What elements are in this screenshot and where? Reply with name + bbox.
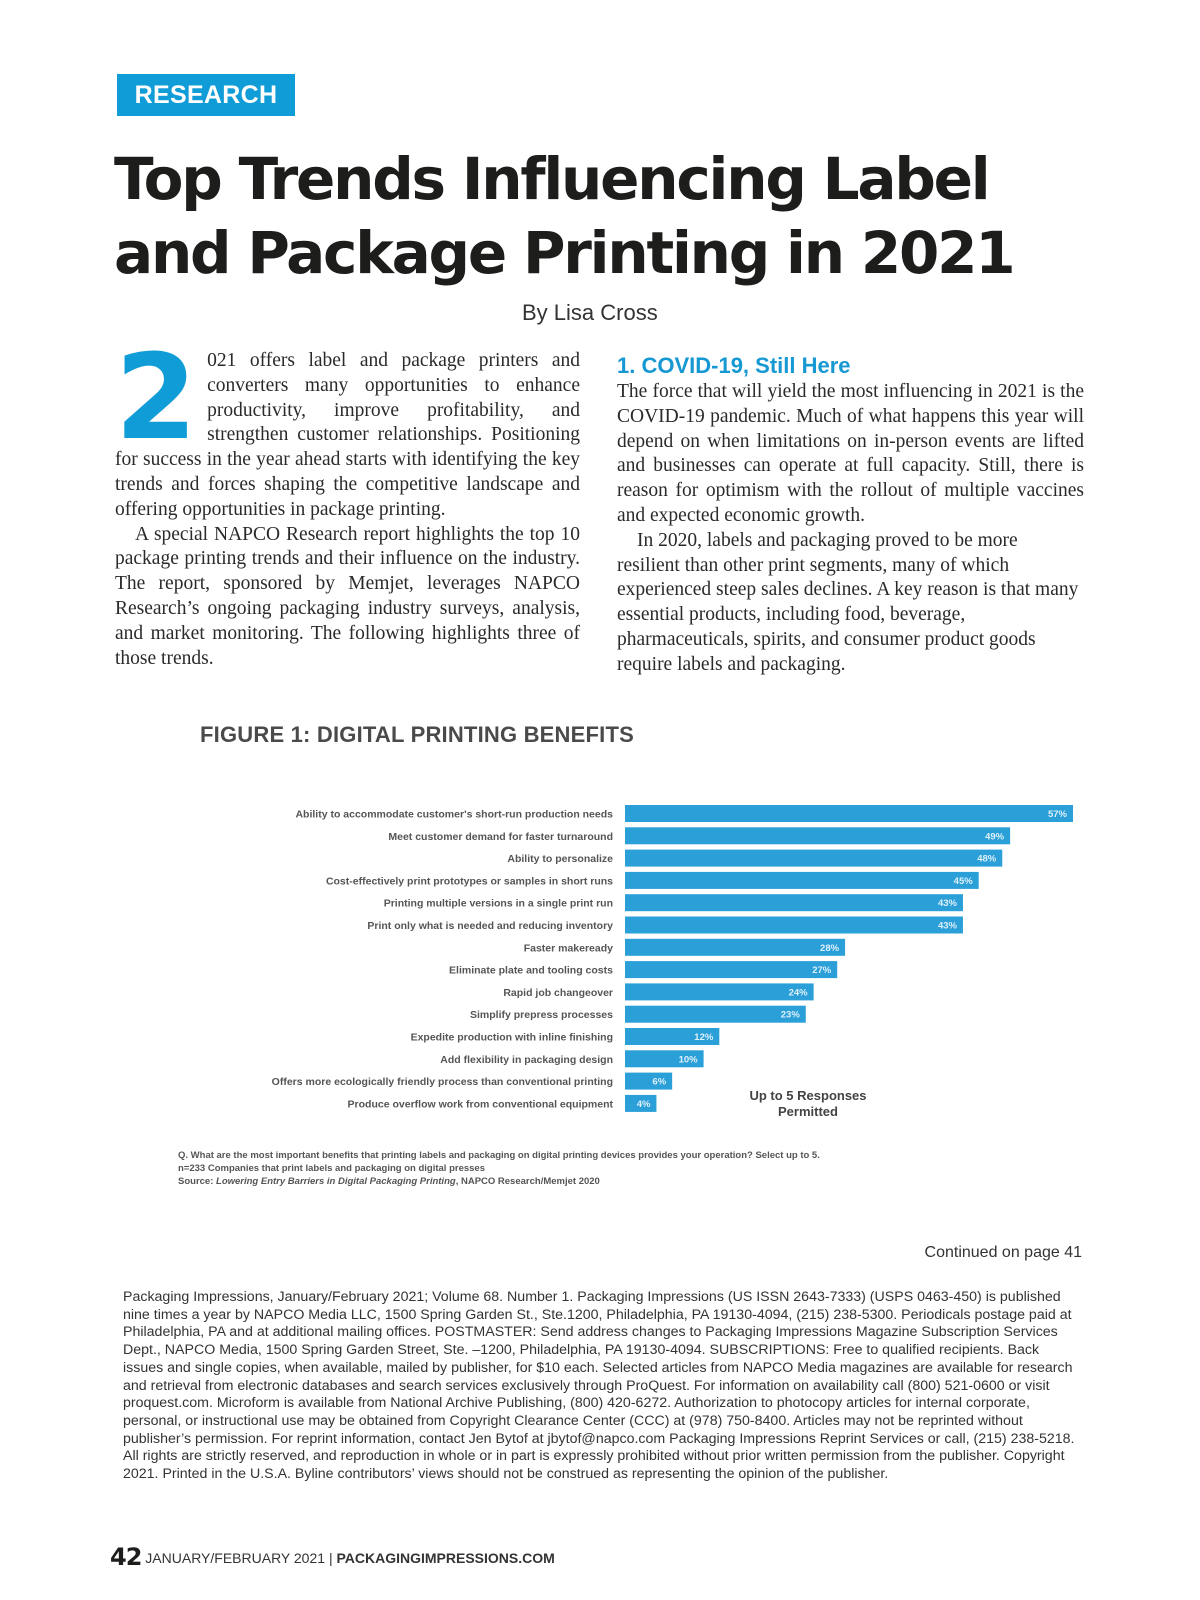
bar bbox=[625, 1072, 673, 1090]
bar-category-label: Cost-effectively print prototypes or sam… bbox=[326, 875, 613, 887]
bar-value-label: 4% bbox=[637, 1099, 651, 1110]
bar-category-label: Produce overflow work from conventional … bbox=[348, 1098, 614, 1110]
bar bbox=[625, 938, 846, 956]
bar-value-label: 12% bbox=[694, 1032, 714, 1043]
bar-value-label: 45% bbox=[954, 876, 974, 887]
chart-note: Up to 5 Responses Permitted bbox=[749, 1088, 867, 1119]
sample-size: n=233 Companies that print labels and pa… bbox=[178, 1163, 485, 1174]
continued-note: Continued on page 41 bbox=[924, 1244, 1082, 1261]
issue-date: JANUARY/FEBRUARY 2021 bbox=[145, 1550, 326, 1566]
bar-category-label: Eliminate plate and tooling costs bbox=[449, 965, 613, 977]
masthead-statement: Packaging Impressions, January/February … bbox=[123, 1289, 1075, 1483]
bar bbox=[625, 1094, 657, 1112]
bar-chart: Ability to accommodate customer's short-… bbox=[272, 805, 1073, 1112]
figure-title: FIGURE 1: DIGITAL PRINTING BENEFITS bbox=[200, 722, 634, 747]
bar-value-label: 6% bbox=[652, 1077, 666, 1088]
bar-category-label: Ability to personalize bbox=[507, 853, 613, 865]
figure-notes: Q. What are the most important benefits … bbox=[178, 1149, 820, 1188]
bar bbox=[625, 961, 838, 979]
bar-value-label: 24% bbox=[789, 987, 809, 998]
byline: By Lisa Cross bbox=[522, 300, 658, 325]
bar-value-label: 10% bbox=[679, 1054, 699, 1065]
page-number: 42 bbox=[110, 1543, 142, 1571]
bar-category-label: Printing multiple versions in a single p… bbox=[384, 898, 613, 910]
bar-value-label: 27% bbox=[812, 965, 832, 976]
bar bbox=[625, 916, 963, 934]
footer-separator: | bbox=[328, 1550, 333, 1566]
body-paragraph: A special NAPCO Research report highligh… bbox=[115, 523, 580, 669]
article-left-column: 2 021 offers label and package printers a… bbox=[115, 328, 580, 671]
bar bbox=[625, 1005, 806, 1023]
bar bbox=[625, 827, 1011, 845]
bar-category-label: Print only what is needed and reducing i… bbox=[367, 920, 613, 932]
bar-category-label: Simplify prepress processes bbox=[470, 1009, 613, 1021]
bar bbox=[625, 871, 979, 889]
bar-category-label: Offers more ecologically friendly proces… bbox=[272, 1076, 613, 1088]
bar bbox=[625, 1028, 720, 1045]
bar-value-label: 23% bbox=[781, 1010, 801, 1021]
drop-cap: 2 bbox=[115, 328, 198, 466]
survey-question: Q. What are the most important benefits … bbox=[178, 1150, 820, 1161]
bar-category-label: Add flexibility in packaging design bbox=[440, 1054, 613, 1066]
bar bbox=[625, 849, 1003, 867]
bar-value-label: 57% bbox=[1048, 809, 1068, 820]
site-link[interactable]: PACKAGINGIMPRESSIONS.COM bbox=[336, 1550, 555, 1566]
bar bbox=[625, 983, 814, 1001]
bar-category-label: Ability to accommodate customer's short-… bbox=[295, 809, 613, 821]
bar-category-label: Expedite production with inline finishin… bbox=[411, 1032, 613, 1044]
bar bbox=[625, 805, 1073, 822]
intro-paragraph: 2 021 offers label and package printers a… bbox=[115, 328, 580, 520]
bar bbox=[625, 894, 963, 912]
article-right-column: 1. COVID-19, Still Here The force that w… bbox=[617, 353, 1084, 678]
bar-value-label: 49% bbox=[985, 831, 1005, 842]
bar-value-label: 43% bbox=[938, 898, 958, 909]
bar-value-label: 28% bbox=[820, 943, 840, 954]
section-heading: 1. COVID-19, Still Here bbox=[617, 353, 851, 378]
bar bbox=[625, 1050, 704, 1068]
figure-source: Source: Lowering Entry Barriers in Digit… bbox=[178, 1176, 600, 1187]
section-tag: RESEARCH bbox=[117, 74, 295, 116]
body-paragraph: The force that will yield the most influ… bbox=[617, 381, 1084, 526]
page-footer: 42 JANUARY/FEBRUARY 2021 | PACKAGINGIMPR… bbox=[110, 1543, 555, 1571]
bar-value-label: 43% bbox=[938, 921, 958, 932]
bar-category-label: Faster makeready bbox=[524, 942, 613, 954]
body-paragraph: In 2020, labels and packaging proved to … bbox=[617, 529, 1079, 675]
bar-category-label: Meet customer demand for faster turnarou… bbox=[388, 831, 613, 843]
bar-value-label: 48% bbox=[977, 854, 997, 865]
article-title: Top Trends Influencing Label and Package… bbox=[114, 145, 1016, 287]
bar-category-label: Rapid job changeover bbox=[503, 987, 613, 999]
